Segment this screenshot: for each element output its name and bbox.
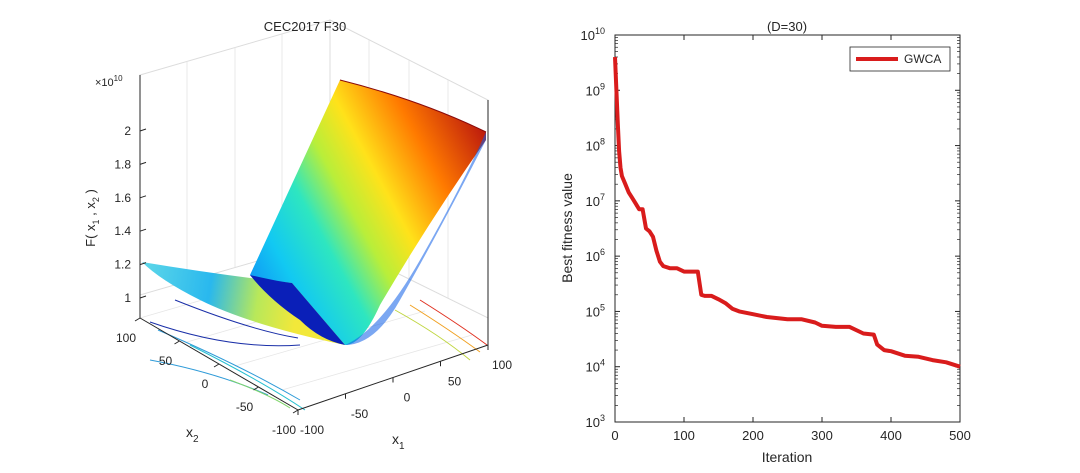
y-tick-label: 106 bbox=[586, 247, 605, 264]
z-tick-label: 2 bbox=[124, 124, 131, 138]
x2-tick-mark bbox=[134, 317, 141, 322]
x2-axis-label: x2 bbox=[186, 424, 199, 445]
x2-tick-label: 50 bbox=[159, 354, 173, 368]
y-tick-label: 103 bbox=[586, 413, 605, 430]
x1-tick-label: -50 bbox=[351, 407, 369, 421]
y-tick-label: 104 bbox=[586, 358, 605, 375]
z-axis-label: F( x1 , x2 ) bbox=[83, 189, 101, 247]
x1-ticks: -100 -50 0 50 100 bbox=[297, 345, 512, 437]
z-tick-label: 1.8 bbox=[114, 157, 131, 171]
x-tick-label: 500 bbox=[949, 428, 971, 443]
x-tick-label: 200 bbox=[742, 428, 764, 443]
x1-tick-label: 0 bbox=[404, 391, 411, 405]
y-tick-label: 1010 bbox=[581, 26, 605, 43]
x1-tick-label: 100 bbox=[492, 358, 512, 372]
x2-tick-label: -100 bbox=[272, 423, 296, 437]
surface-back-fill bbox=[250, 80, 486, 345]
x-tick-label: 100 bbox=[673, 428, 695, 443]
x2-tick-mark bbox=[174, 340, 180, 345]
x2-ticks: -100 -50 0 50 100 bbox=[116, 317, 299, 437]
z-tick-mark bbox=[139, 161, 147, 165]
legend: GWCA bbox=[849, 46, 951, 72]
z-tick-label: 1.2 bbox=[114, 258, 131, 272]
y-tick-label: 105 bbox=[586, 302, 605, 319]
x2-tick-label: 100 bbox=[116, 331, 136, 345]
x-ticks: 0 100 200 300 400 500 bbox=[611, 35, 971, 443]
x-tick-label: 0 bbox=[611, 428, 618, 443]
z-scale-factor: ×1010 bbox=[95, 74, 123, 89]
convergence-chart: 103 104 105 106 107 108 109 1010 0 100 200 300 400 5… bbox=[559, 19, 971, 465]
series-line-gwca bbox=[613, 57, 961, 369]
surface-title: CEC2017 F30 bbox=[264, 19, 346, 34]
plot-area bbox=[614, 34, 961, 423]
x2-tick-label: -50 bbox=[236, 400, 254, 414]
surface-mesh bbox=[142, 79, 487, 345]
y-tick-label: 107 bbox=[586, 192, 605, 209]
y-tick-label: 109 bbox=[586, 81, 605, 98]
z-tick-label: 1.6 bbox=[114, 191, 131, 205]
y-axis-label: Best fitness value bbox=[559, 173, 575, 283]
x-tick-label: 400 bbox=[880, 428, 902, 443]
z-tick-mark bbox=[139, 195, 147, 199]
x1-tick-label: 50 bbox=[448, 374, 462, 388]
z-tick-label: 1 bbox=[124, 291, 131, 305]
z-tick-mark bbox=[139, 295, 147, 299]
x2-tick-mark bbox=[253, 386, 259, 391]
x2-tick-label: 0 bbox=[202, 377, 209, 391]
surface-right-edge bbox=[339, 79, 487, 133]
x2-tick-mark bbox=[213, 363, 220, 368]
x2-tick-mark bbox=[292, 409, 299, 414]
x-axis-label: Iteration bbox=[762, 449, 813, 465]
x1-tick-label: -100 bbox=[300, 423, 324, 437]
x-tick-label: 300 bbox=[811, 428, 833, 443]
z-ticks: 1 1.2 1.4 1.6 1.8 2 bbox=[114, 124, 147, 305]
y-tick-label: 108 bbox=[586, 137, 605, 154]
line-chart-title: (D=30) bbox=[767, 19, 807, 34]
z-tick-mark bbox=[139, 128, 147, 132]
surface-left-flap bbox=[142, 262, 345, 345]
z-tick-mark bbox=[139, 228, 147, 232]
z-tick-label: 1.4 bbox=[114, 224, 131, 238]
z-tick-mark bbox=[139, 262, 147, 266]
legend-label-gwca: GWCA bbox=[904, 52, 941, 66]
x1-axis-label: x1 bbox=[392, 431, 405, 452]
floor-contours bbox=[149, 299, 488, 411]
surface-dark-valley bbox=[250, 275, 345, 345]
